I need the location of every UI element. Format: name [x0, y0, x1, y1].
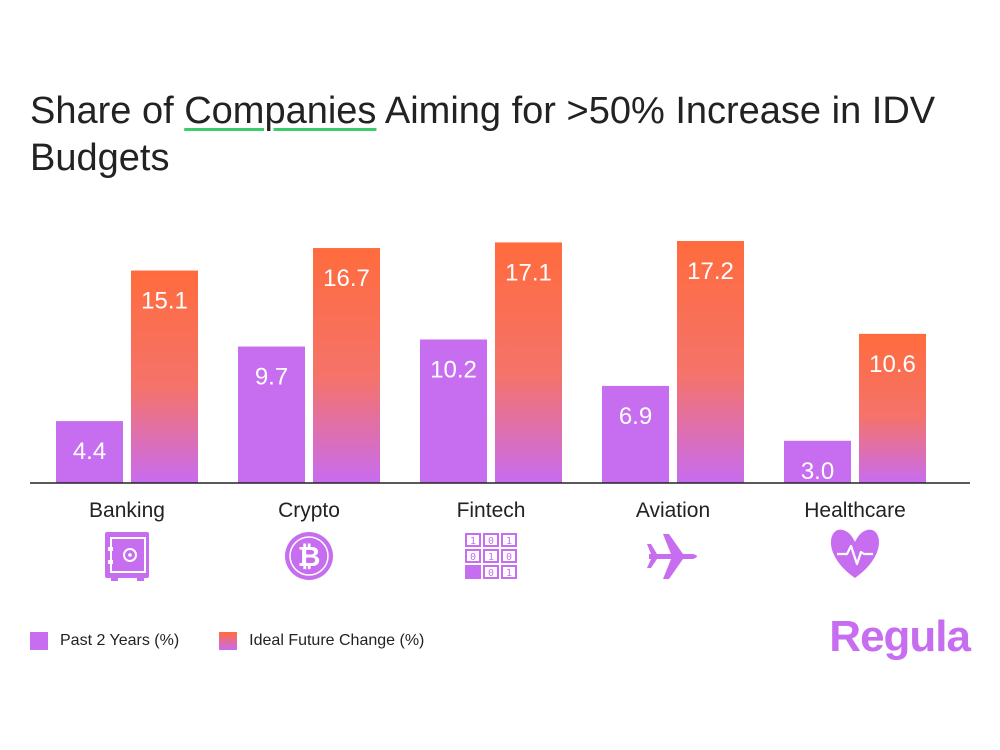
bar-future-crypto — [313, 248, 380, 483]
bar-future-fintech — [495, 242, 562, 483]
legend: Past 2 Years (%) Ideal Future Change (%) — [30, 632, 464, 650]
category-label-crypto: Crypto — [278, 499, 340, 522]
category-icons: ₿ 1 0 1 0 1 0 0 1 — [105, 529, 880, 581]
chart-title: Share of Companies Aiming for >50% Incre… — [30, 88, 970, 182]
value-label-past-banking: 4.4 — [73, 438, 106, 465]
legend-item-past: Past 2 Years (%) — [30, 632, 179, 650]
bar-past-crypto — [238, 346, 305, 483]
bars-group: 4.4 15.1 9.7 16.7 10.2 17.1 6.9 17.2 3.0 10.6 — [56, 241, 926, 485]
legend-label-future: Ideal Future Change (%) — [249, 632, 425, 649]
svg-text:0: 0 — [506, 552, 512, 563]
value-label-past-fintech: 10.2 — [430, 356, 477, 383]
value-label-past-healthcare: 3.0 — [801, 458, 834, 485]
svg-text:1: 1 — [488, 552, 494, 563]
legend-item-future: Ideal Future Change (%) — [219, 632, 424, 650]
value-label-past-aviation: 6.9 — [619, 403, 652, 430]
bar-past-banking — [56, 421, 123, 483]
value-label-future-crypto: 16.7 — [323, 265, 370, 292]
bitcoin-icon: ₿ — [285, 532, 333, 580]
bar-past-fintech — [420, 339, 487, 483]
category-label-fintech: Fintech — [457, 499, 526, 522]
category-labels: Banking Crypto Fintech Aviation Healthcare — [89, 499, 906, 522]
svg-text:₿: ₿ — [298, 540, 321, 573]
value-label-future-fintech: 17.1 — [505, 259, 552, 286]
value-label-past-crypto: 9.7 — [255, 364, 288, 391]
bar-future-healthcare — [859, 333, 926, 483]
svg-text:0: 0 — [470, 552, 476, 563]
legend-swatch-future — [219, 632, 238, 650]
category-label-aviation: Aviation — [636, 499, 710, 522]
title-highlight: Companies — [184, 90, 377, 132]
svg-text:1: 1 — [470, 536, 476, 547]
svg-text:1: 1 — [506, 568, 512, 579]
svg-text:0: 0 — [488, 536, 494, 547]
bar-future-aviation — [677, 241, 744, 483]
safe-icon — [105, 532, 149, 581]
value-label-future-banking: 15.1 — [141, 288, 188, 315]
bar-future-banking — [131, 270, 198, 483]
category-label-banking: Banking — [89, 499, 165, 522]
svg-text:0: 0 — [488, 568, 494, 579]
value-label-future-aviation: 17.2 — [687, 258, 734, 285]
category-label-healthcare: Healthcare — [804, 499, 906, 522]
airplane-icon — [647, 534, 697, 579]
bar-chart: 4.4 15.1 9.7 16.7 10.2 17.1 6.9 17.2 3.0 10.6 Ban… — [30, 241, 970, 581]
title-part-1: Share of — [30, 90, 185, 132]
bar-past-aviation — [602, 385, 669, 483]
heart-pulse-icon — [830, 529, 880, 578]
title-part-2: Aiming for >50% Increase in IDV Budgets — [30, 90, 936, 179]
svg-text:1: 1 — [506, 536, 512, 547]
bar-past-healthcare — [784, 440, 851, 483]
legend-label-past: Past 2 Years (%) — [60, 632, 180, 649]
legend-swatch-past — [30, 632, 48, 650]
binary-icon: 1 0 1 0 1 0 0 1 — [465, 533, 517, 579]
brand-logo: Regula — [829, 612, 971, 661]
value-label-future-healthcare: 10.6 — [869, 351, 916, 378]
